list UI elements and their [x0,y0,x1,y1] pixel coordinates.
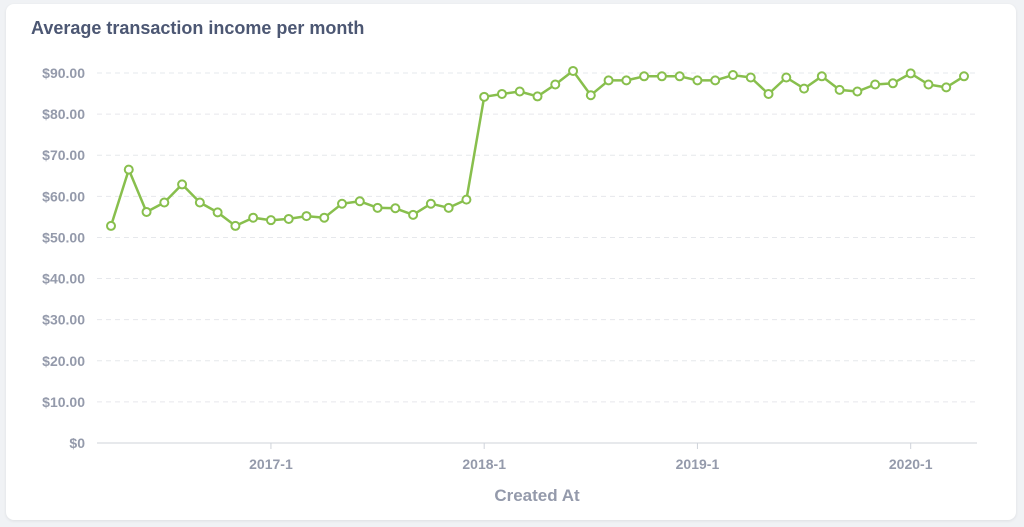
y-tick-label: $80.00 [42,106,85,122]
data-point[interactable] [603,75,614,86]
x-tick-label: 2017-1 [249,456,293,472]
data-point[interactable] [799,83,810,94]
data-point[interactable] [585,90,596,101]
y-tick-label: $30.00 [42,312,85,328]
data-point[interactable] [123,164,134,175]
data-point[interactable] [639,71,650,82]
data-point[interactable] [159,197,170,208]
y-tick-label: $40.00 [42,271,85,287]
data-point[interactable] [283,213,294,224]
y-tick-label: $0 [69,435,85,451]
data-point[interactable] [425,198,436,209]
data-point[interactable] [319,212,330,223]
data-point[interactable] [372,202,383,213]
y-tick-label: $60.00 [42,188,85,204]
data-point[interactable] [443,202,454,213]
data-point[interactable] [141,206,152,217]
y-tick-label: $90.00 [42,65,85,81]
data-point[interactable] [390,203,401,214]
data-point[interactable] [692,75,703,86]
data-point[interactable] [923,79,934,90]
data-point[interactable] [745,72,756,83]
data-point[interactable] [461,194,472,205]
data-point[interactable] [621,75,632,86]
x-axis-ticks: 2017-1 2018-1 2019-1 2020-1 [249,443,933,472]
x-tick-label: 2020-1 [889,456,933,472]
y-tick-label: $70.00 [42,147,85,163]
data-point[interactable] [514,86,525,97]
data-point[interactable] [194,197,205,208]
data-point[interactable] [230,220,241,231]
gridlines [97,72,977,403]
data-point[interactable] [905,68,916,79]
data-point[interactable] [408,209,419,220]
x-tick-label: 2018-1 [462,456,506,472]
data-point[interactable] [763,88,774,99]
series-points [106,65,969,231]
data-point[interactable] [248,212,259,223]
data-point[interactable] [301,211,312,222]
data-point[interactable] [212,207,223,218]
x-axis-label: Created At [494,486,580,505]
data-point[interactable] [106,220,116,231]
data-point[interactable] [870,79,881,90]
chart-title[interactable]: Average transaction income per month [31,18,365,38]
data-point[interactable] [479,91,490,102]
data-point[interactable] [816,71,827,82]
data-point[interactable] [887,78,898,89]
y-tick-label: $50.00 [42,229,85,245]
data-point[interactable] [550,79,561,90]
data-point[interactable] [674,71,685,82]
data-point[interactable] [568,65,579,76]
data-point[interactable] [959,71,969,82]
data-point[interactable] [337,198,348,209]
data-point[interactable] [496,88,507,99]
data-point[interactable] [532,91,543,102]
data-point[interactable] [710,75,721,86]
data-point[interactable] [656,71,667,82]
data-point[interactable] [177,179,188,190]
y-tick-label: $20.00 [42,353,85,369]
data-point[interactable] [941,82,952,93]
data-point[interactable] [727,70,738,81]
x-tick-label: 2019-1 [676,456,720,472]
data-point[interactable] [265,215,276,226]
data-point[interactable] [354,196,365,207]
y-tick-label: $10.00 [42,394,85,410]
data-point[interactable] [852,86,863,97]
data-point[interactable] [834,84,845,95]
data-point[interactable] [781,72,792,83]
y-axis-ticks: $0 $10.00 $20.00 $30.00 $40.00 $50.00 $60.00 $7… [42,65,85,451]
